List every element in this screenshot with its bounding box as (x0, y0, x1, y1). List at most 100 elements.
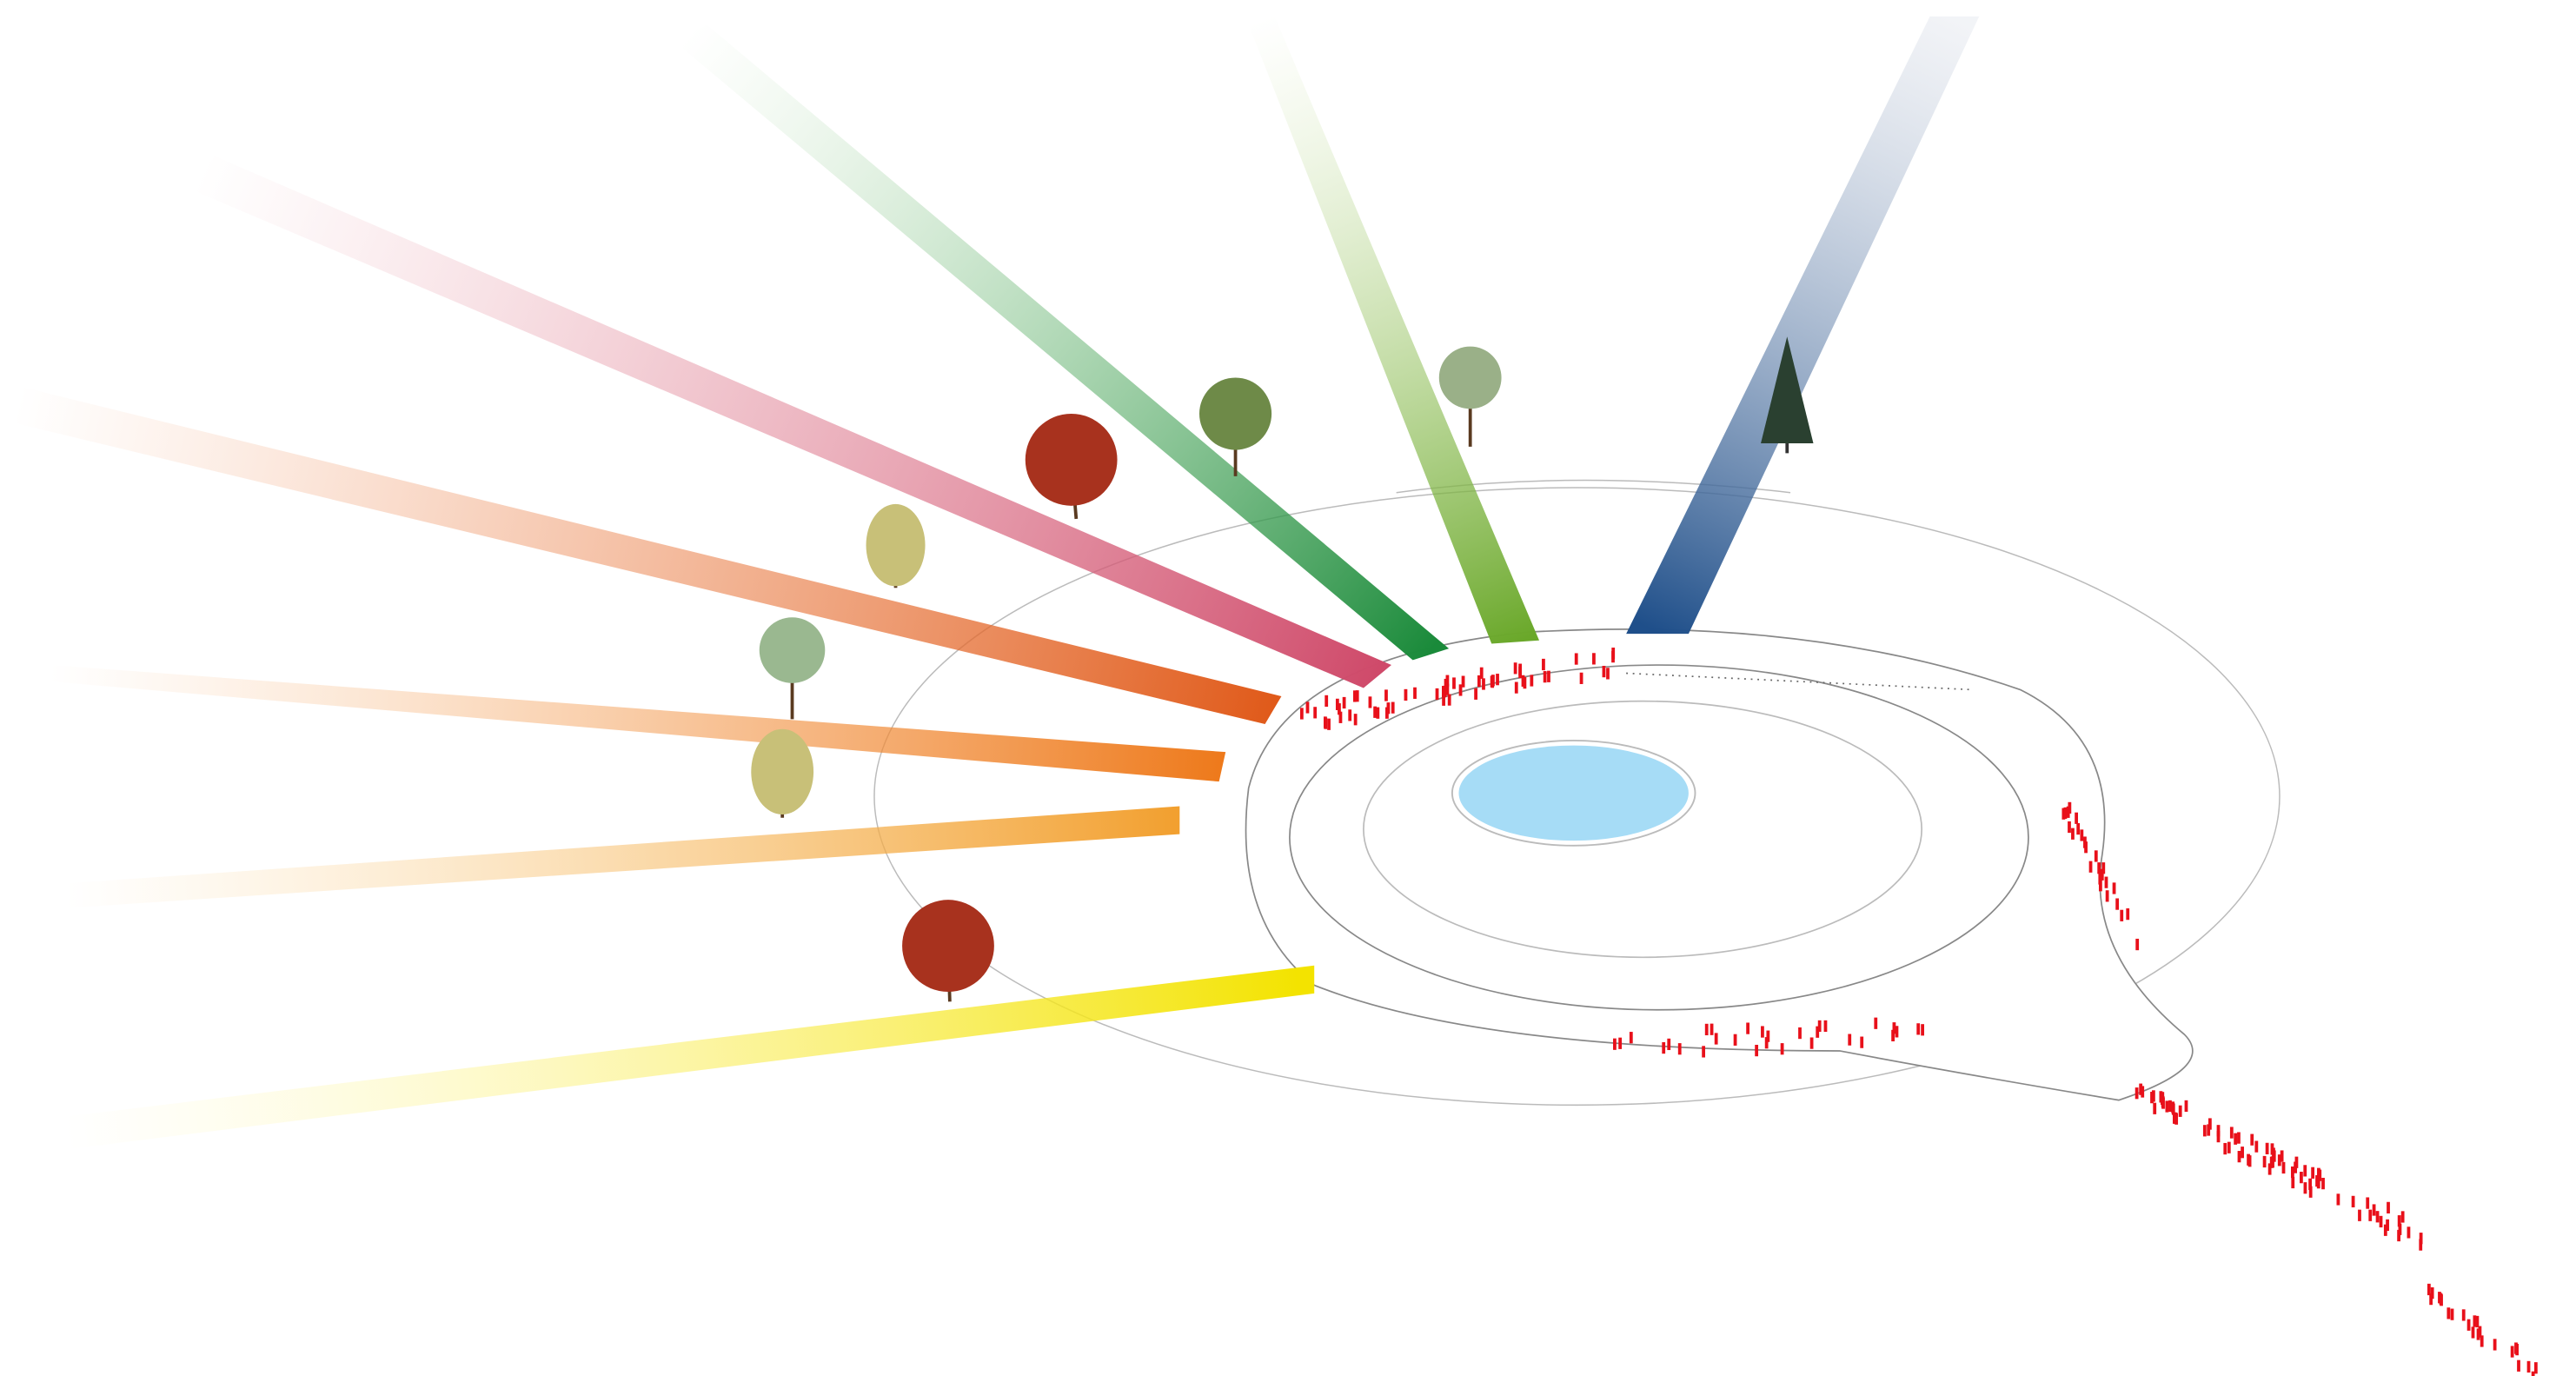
person (2083, 836, 2087, 848)
person (2294, 1156, 2299, 1168)
person (1755, 1044, 1759, 1057)
person (2100, 868, 2104, 881)
trees (751, 336, 1814, 1002)
person (2101, 862, 2106, 874)
person (2386, 1219, 2389, 1232)
person (2223, 1142, 2227, 1155)
person (2159, 1091, 2163, 1103)
person (1513, 662, 1517, 675)
person (2061, 808, 2066, 820)
corridor-lime (1248, 13, 1540, 644)
corridor-blue (1626, 16, 1980, 635)
person (2466, 1319, 2471, 1331)
person (2153, 1102, 2157, 1114)
person (2358, 1209, 2361, 1221)
person (1780, 1043, 1784, 1055)
person (1542, 658, 1545, 671)
person (1342, 696, 1346, 709)
person (1710, 1023, 1714, 1035)
person (2291, 1166, 2294, 1179)
person (1746, 1022, 1750, 1034)
person (2438, 1292, 2441, 1304)
person (2250, 1133, 2254, 1146)
person (2068, 801, 2072, 814)
person (1916, 1023, 1921, 1035)
person (1523, 677, 1527, 689)
person (2105, 890, 2109, 902)
person (2088, 861, 2093, 873)
person (2387, 1201, 2390, 1213)
person (1327, 718, 1331, 730)
person (2321, 1177, 2325, 1190)
person (1629, 1032, 1633, 1044)
person (2097, 862, 2101, 874)
person (1764, 1037, 1769, 1049)
person (2262, 1155, 2267, 1168)
person (1442, 686, 1445, 698)
corridor-orange (50, 665, 1226, 782)
ring-platform (1245, 628, 2194, 1101)
person (2094, 850, 2098, 862)
tree (866, 503, 926, 588)
corridor-dark-orange (17, 385, 1282, 725)
person (1809, 1037, 1814, 1049)
corridor-pink (189, 156, 1392, 688)
person (2237, 1132, 2241, 1144)
person (2397, 1229, 2401, 1242)
person (2237, 1151, 2241, 1163)
person (2063, 807, 2068, 820)
person (1324, 717, 1328, 729)
person (2372, 1204, 2376, 1216)
tree (1438, 346, 1502, 447)
person (1823, 1020, 1828, 1033)
person (1305, 701, 1310, 714)
person (2300, 1172, 2303, 1184)
person (1461, 675, 1465, 688)
person (1445, 675, 1450, 687)
person (1355, 690, 1359, 702)
person (1338, 711, 1343, 723)
person (1816, 1026, 1820, 1038)
person (2461, 1309, 2466, 1321)
person (2526, 1360, 2531, 1373)
person (1530, 675, 1534, 687)
person (1611, 650, 1615, 663)
person (1435, 688, 1439, 701)
person (1606, 668, 1610, 680)
person (2267, 1163, 2272, 1175)
person (2135, 938, 2140, 951)
person (1667, 1038, 1671, 1051)
person (2308, 1186, 2313, 1198)
view-corridors (17, 13, 1980, 1150)
person (2493, 1339, 2497, 1351)
person (1490, 676, 1495, 688)
person (2174, 1112, 2178, 1125)
person (1860, 1036, 1864, 1048)
tree (751, 728, 814, 818)
person (1452, 677, 1456, 689)
person (2281, 1161, 2286, 1174)
person (1442, 694, 1445, 706)
person (2247, 1153, 2250, 1166)
person (2531, 1371, 2535, 1376)
person (1514, 681, 1518, 694)
corridor-light-orange (66, 806, 1180, 908)
person (2398, 1223, 2402, 1235)
person (2178, 1105, 2182, 1117)
person (2126, 908, 2130, 921)
person (1385, 707, 1389, 719)
person (2202, 1125, 2207, 1137)
person (1848, 1034, 1852, 1046)
person (2447, 1307, 2451, 1319)
person (2277, 1154, 2281, 1167)
person (2336, 1193, 2340, 1206)
person (1714, 1033, 1718, 1045)
person (2291, 1176, 2295, 1189)
person (2207, 1124, 2211, 1136)
person (2397, 1215, 2401, 1227)
person (2419, 1233, 2423, 1245)
person (1874, 1017, 1878, 1029)
person (1921, 1024, 1924, 1036)
person (2120, 909, 2124, 921)
